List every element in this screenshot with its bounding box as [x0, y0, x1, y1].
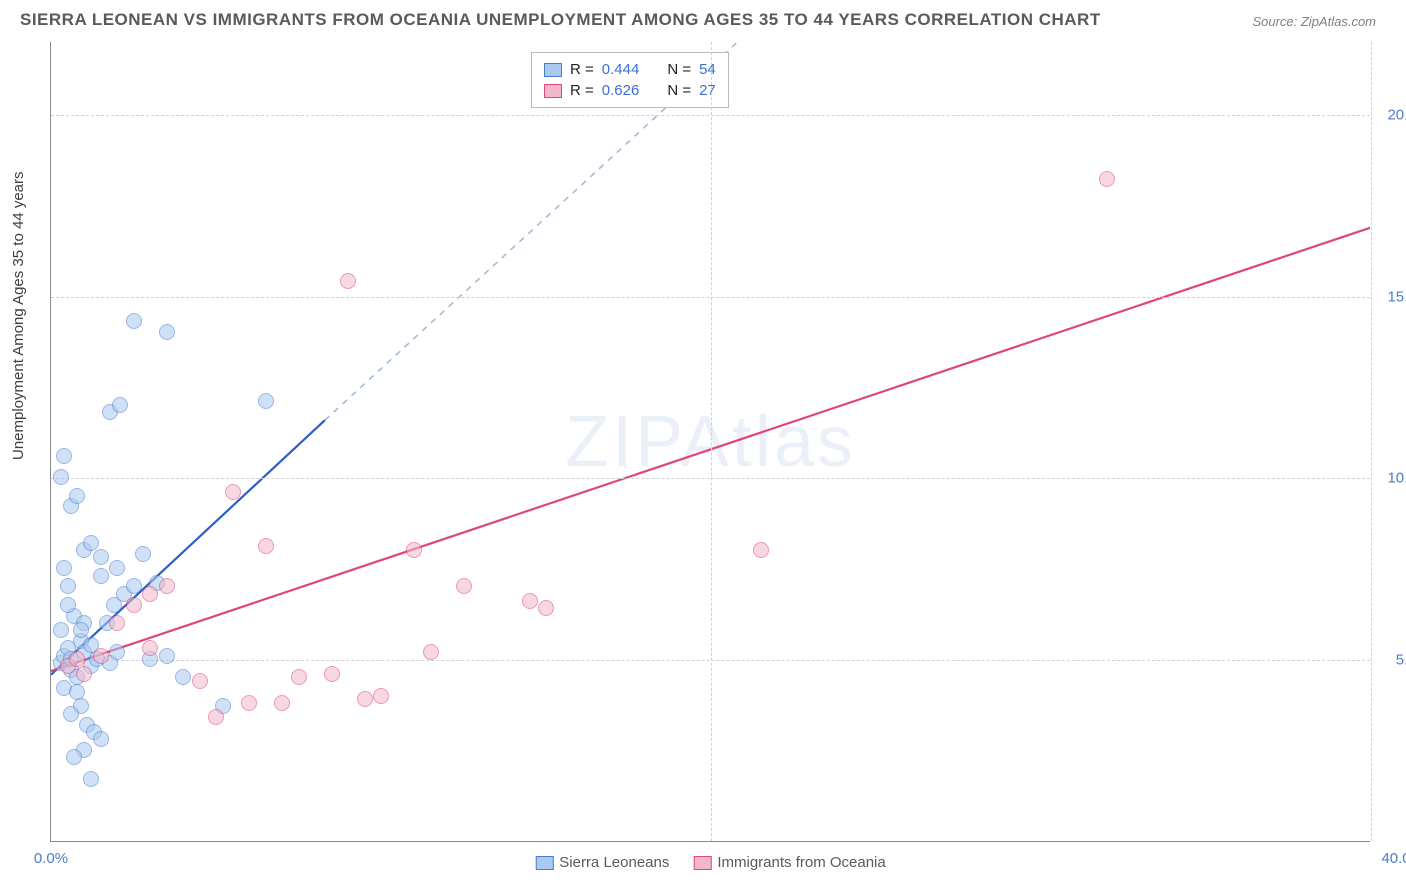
- scatter-marker: [73, 622, 89, 638]
- legend-swatch: [535, 856, 553, 870]
- scatter-marker: [83, 771, 99, 787]
- legend-swatch: [693, 856, 711, 870]
- scatter-marker: [53, 622, 69, 638]
- scatter-marker: [53, 469, 69, 485]
- scatter-marker: [538, 600, 554, 616]
- scatter-marker: [373, 688, 389, 704]
- r-value: 0.626: [602, 82, 640, 99]
- scatter-marker: [76, 666, 92, 682]
- chart-title: SIERRA LEONEAN VS IMMIGRANTS FROM OCEANI…: [20, 10, 1101, 30]
- scatter-marker: [406, 542, 422, 558]
- scatter-marker: [66, 749, 82, 765]
- scatter-marker: [159, 324, 175, 340]
- scatter-marker: [357, 691, 373, 707]
- scatter-marker: [291, 669, 307, 685]
- scatter-marker: [142, 586, 158, 602]
- scatter-marker: [63, 706, 79, 722]
- n-value: 54: [699, 61, 716, 78]
- scatter-marker: [225, 484, 241, 500]
- y-tick-label: 10.0%: [1380, 470, 1406, 487]
- r-label: R =: [570, 61, 594, 78]
- scatter-marker: [109, 644, 125, 660]
- scatter-marker: [159, 578, 175, 594]
- y-tick-label: 5.0%: [1380, 652, 1406, 669]
- n-label: N =: [667, 61, 691, 78]
- legend-swatch: [544, 63, 562, 77]
- scatter-marker: [109, 615, 125, 631]
- scatter-marker: [93, 648, 109, 664]
- scatter-marker: [83, 535, 99, 551]
- x-tick-label: 0.0%: [34, 850, 68, 867]
- scatter-marker: [1099, 171, 1115, 187]
- r-label: R =: [570, 82, 594, 99]
- scatter-marker: [175, 669, 191, 685]
- y-tick-label: 15.0%: [1380, 288, 1406, 305]
- scatter-marker: [126, 578, 142, 594]
- legend-series-label: Immigrants from Oceania: [717, 854, 885, 871]
- n-value: 27: [699, 82, 716, 99]
- scatter-marker: [69, 684, 85, 700]
- legend-stat-row: R = 0.626 N = 27: [544, 80, 716, 101]
- scatter-marker: [423, 644, 439, 660]
- legend-series-item: Immigrants from Oceania: [693, 854, 885, 871]
- scatter-marker: [56, 448, 72, 464]
- scatter-marker: [69, 488, 85, 504]
- scatter-marker: [522, 593, 538, 609]
- scatter-marker: [126, 313, 142, 329]
- scatter-marker: [60, 597, 76, 613]
- scatter-marker: [456, 578, 472, 594]
- scatter-marker: [142, 640, 158, 656]
- scatter-marker: [93, 731, 109, 747]
- source-attribution: Source: ZipAtlas.com: [1252, 14, 1376, 29]
- x-tick-label-end: 40.0%: [1381, 850, 1406, 867]
- legend-stats: R = 0.444 N = 54 R = 0.626 N = 27: [531, 52, 729, 108]
- plot-area: ZIPAtlas R =0.444N =54R =0.626N =27 Sier…: [50, 42, 1370, 842]
- gridline-vertical: [1371, 42, 1372, 841]
- scatter-marker: [93, 568, 109, 584]
- scatter-marker: [192, 673, 208, 689]
- scatter-marker: [241, 695, 257, 711]
- scatter-marker: [324, 666, 340, 682]
- y-tick-label: 20.0%: [1380, 106, 1406, 123]
- scatter-marker: [753, 542, 769, 558]
- r-value: 0.444: [602, 61, 640, 78]
- scatter-marker: [109, 560, 125, 576]
- scatter-marker: [126, 597, 142, 613]
- legend-swatch: [544, 84, 562, 98]
- scatter-marker: [340, 273, 356, 289]
- scatter-marker: [135, 546, 151, 562]
- y-axis-label: Unemployment Among Ages 35 to 44 years: [10, 171, 27, 460]
- scatter-marker: [93, 549, 109, 565]
- legend-stat-row: R = 0.444 N = 54: [544, 59, 716, 80]
- gridline-vertical: [711, 42, 712, 841]
- legend-series-item: Sierra Leoneans: [535, 854, 669, 871]
- legend-series-label: Sierra Leoneans: [559, 854, 669, 871]
- scatter-marker: [274, 695, 290, 711]
- legend-series: Sierra Leoneans Immigrants from Oceania: [535, 854, 885, 871]
- scatter-marker: [258, 393, 274, 409]
- scatter-marker: [56, 560, 72, 576]
- scatter-marker: [60, 578, 76, 594]
- scatter-marker: [258, 538, 274, 554]
- scatter-marker: [159, 648, 175, 664]
- scatter-marker: [208, 709, 224, 725]
- n-label: N =: [667, 82, 691, 99]
- scatter-marker: [112, 397, 128, 413]
